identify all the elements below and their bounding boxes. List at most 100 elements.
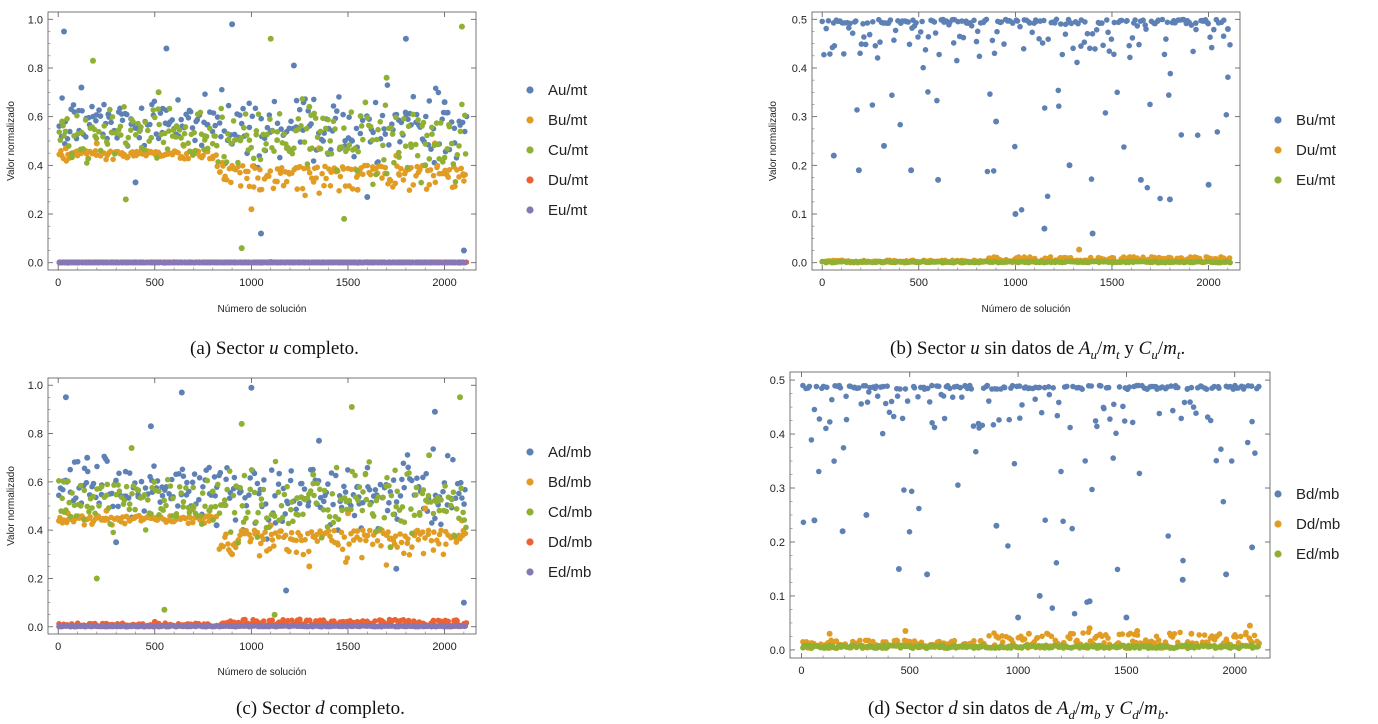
data-point bbox=[211, 474, 218, 480]
data-point bbox=[305, 503, 312, 509]
data-point bbox=[397, 493, 404, 499]
data-point bbox=[81, 522, 88, 528]
data-point bbox=[448, 502, 454, 509]
data-point bbox=[901, 487, 907, 493]
data-point bbox=[1193, 20, 1199, 26]
data-point bbox=[907, 638, 913, 645]
legend-label: Dd/mb bbox=[548, 534, 592, 551]
data-point bbox=[151, 479, 157, 485]
data-point bbox=[269, 617, 276, 623]
data-point bbox=[198, 142, 205, 149]
data-point bbox=[132, 506, 138, 513]
data-point bbox=[1041, 105, 1048, 111]
data-point bbox=[413, 141, 419, 148]
data-point bbox=[306, 103, 313, 110]
data-point bbox=[212, 122, 218, 129]
data-point bbox=[1082, 458, 1088, 464]
data-point bbox=[420, 487, 427, 493]
data-point bbox=[423, 186, 430, 192]
data-point bbox=[309, 145, 315, 151]
data-point bbox=[1019, 402, 1025, 408]
data-point bbox=[202, 91, 208, 97]
data-point bbox=[989, 37, 996, 44]
series-Bu-mt-points bbox=[819, 16, 1233, 237]
data-point bbox=[288, 468, 295, 474]
data-point bbox=[311, 96, 317, 103]
data-point bbox=[1137, 176, 1144, 183]
data-point bbox=[59, 495, 65, 502]
data-point bbox=[271, 513, 278, 519]
data-point bbox=[237, 183, 244, 189]
data-point bbox=[457, 394, 463, 401]
data-point bbox=[261, 147, 268, 153]
data-point bbox=[1166, 196, 1173, 203]
data-point bbox=[189, 479, 196, 486]
data-point bbox=[163, 623, 170, 629]
chart-c-panel: 0 500 1000 1500 2000 0.0 0.2 0.4 0.6 0.8 1.0 Número… bbox=[0, 366, 680, 696]
data-point bbox=[80, 146, 86, 152]
data-point bbox=[330, 118, 337, 125]
data-point bbox=[247, 486, 253, 493]
data-point bbox=[460, 599, 467, 606]
data-point bbox=[424, 132, 430, 139]
x-axis-label: Número de solución bbox=[982, 304, 1071, 315]
data-point bbox=[339, 546, 346, 553]
data-point bbox=[1087, 45, 1093, 52]
chart-d: 0 500 1000 1500 2000 0.0 0.1 0.2 0.3 0.4 0.5 Bd/mb D… bbox=[770, 371, 1340, 677]
data-point bbox=[423, 470, 430, 477]
data-point bbox=[97, 147, 104, 154]
data-point bbox=[929, 420, 935, 426]
data-point bbox=[1014, 18, 1021, 24]
data-point bbox=[456, 515, 462, 522]
data-point bbox=[84, 454, 91, 461]
data-point bbox=[335, 516, 342, 523]
data-point bbox=[360, 136, 366, 143]
data-point bbox=[396, 172, 403, 178]
data-point bbox=[1207, 417, 1214, 424]
data-point bbox=[841, 51, 847, 57]
legend-label: Eu/mt bbox=[548, 202, 588, 219]
data-point bbox=[437, 120, 444, 126]
data-point bbox=[401, 519, 408, 525]
data-point bbox=[1067, 635, 1073, 642]
data-point bbox=[228, 179, 234, 186]
data-point bbox=[843, 416, 850, 423]
data-point bbox=[306, 563, 313, 570]
data-point bbox=[340, 111, 346, 118]
data-point bbox=[1114, 566, 1121, 573]
data-point bbox=[98, 483, 105, 490]
data-point bbox=[296, 500, 303, 507]
data-point bbox=[1214, 129, 1221, 135]
data-point bbox=[929, 382, 935, 389]
data-point bbox=[258, 259, 264, 266]
data-point bbox=[941, 415, 948, 422]
data-point bbox=[1216, 631, 1223, 637]
y-axis-label: Valor normalizado bbox=[768, 101, 779, 181]
data-point bbox=[341, 534, 348, 540]
legend-marker bbox=[526, 206, 534, 214]
data-point bbox=[348, 506, 354, 513]
data-point bbox=[101, 123, 107, 129]
data-point bbox=[1016, 383, 1023, 389]
data-point bbox=[426, 98, 433, 104]
data-point bbox=[443, 508, 450, 515]
data-point bbox=[399, 504, 406, 510]
data-point bbox=[349, 468, 356, 475]
data-point bbox=[212, 503, 219, 510]
data-point bbox=[178, 116, 184, 123]
data-point bbox=[287, 477, 294, 484]
data-point bbox=[1179, 576, 1186, 583]
data-point bbox=[462, 259, 468, 266]
data-point bbox=[314, 538, 321, 544]
data-point bbox=[364, 464, 371, 471]
data-point bbox=[462, 530, 469, 537]
data-point bbox=[1081, 39, 1088, 45]
data-point bbox=[220, 543, 226, 550]
data-point bbox=[210, 517, 216, 523]
data-point bbox=[362, 471, 369, 478]
data-point bbox=[381, 157, 387, 163]
data-point bbox=[1213, 457, 1220, 464]
data-point bbox=[1056, 103, 1062, 109]
data-point bbox=[190, 484, 196, 491]
data-point bbox=[415, 117, 421, 123]
